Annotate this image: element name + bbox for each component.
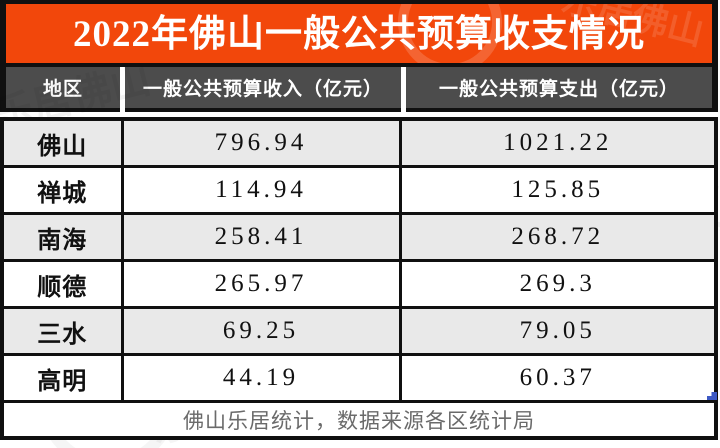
table-body: 佛山 796.94 1021.22 禅城 114.94 125.85 南海 25… — [0, 117, 718, 403]
expense-cell: 125.85 — [398, 165, 718, 215]
column-header-income: 一般公共预算收入（亿元） — [125, 67, 401, 112]
expense-cell: 269.3 — [398, 259, 718, 309]
region-cell: 三水 — [0, 306, 124, 356]
table-row: 三水 69.25 79.05 — [0, 306, 718, 356]
income-cell: 258.41 — [120, 212, 402, 262]
table-row: 顺德 265.97 269.3 — [0, 259, 718, 309]
title-banner: 乐居佛山 2022年佛山一般公共预算收支情况 — [0, 0, 718, 65]
region-cell: 佛山 — [0, 117, 124, 168]
table-header: 地区 一般公共预算收入（亿元） 一般公共预算支出（亿元） — [0, 65, 718, 112]
income-cell: 265.97 — [120, 259, 402, 309]
column-header-expense: 一般公共预算支出（亿元） — [406, 67, 712, 112]
expense-cell: 60.37 — [398, 353, 718, 403]
expense-cell: 268.72 — [398, 212, 718, 262]
income-cell: 44.19 — [120, 353, 402, 403]
table-row: 南海 258.41 268.72 — [0, 212, 718, 262]
footer-note: 佛山乐居统计，数据来源各区统计局 — [0, 400, 718, 440]
region-cell: 顺德 — [0, 259, 124, 309]
region-cell: 南海 — [0, 212, 124, 262]
table-row: 佛山 796.94 1021.22 — [0, 117, 718, 168]
column-header-region: 地区 — [6, 67, 120, 112]
table-row: 禅城 114.94 125.85 — [0, 165, 718, 215]
page-title: 2022年佛山一般公共预算收支情况 — [73, 14, 645, 55]
expense-cell: 79.05 — [398, 306, 718, 356]
region-cell: 高明 — [0, 353, 124, 403]
table-row: 高明 44.19 60.37 — [0, 353, 718, 403]
income-cell: 114.94 — [120, 165, 402, 215]
income-cell: 69.25 — [120, 306, 402, 356]
expense-cell: 1021.22 — [398, 117, 718, 168]
cell-note-marker-icon — [707, 392, 717, 400]
income-cell: 796.94 — [120, 117, 402, 168]
table-footer: 佛山乐居统计，数据来源各区统计局 — [0, 400, 718, 440]
region-cell: 禅城 — [0, 165, 124, 215]
budget-table: 佛山 796.94 1021.22 禅城 114.94 125.85 南海 25… — [0, 117, 718, 440]
